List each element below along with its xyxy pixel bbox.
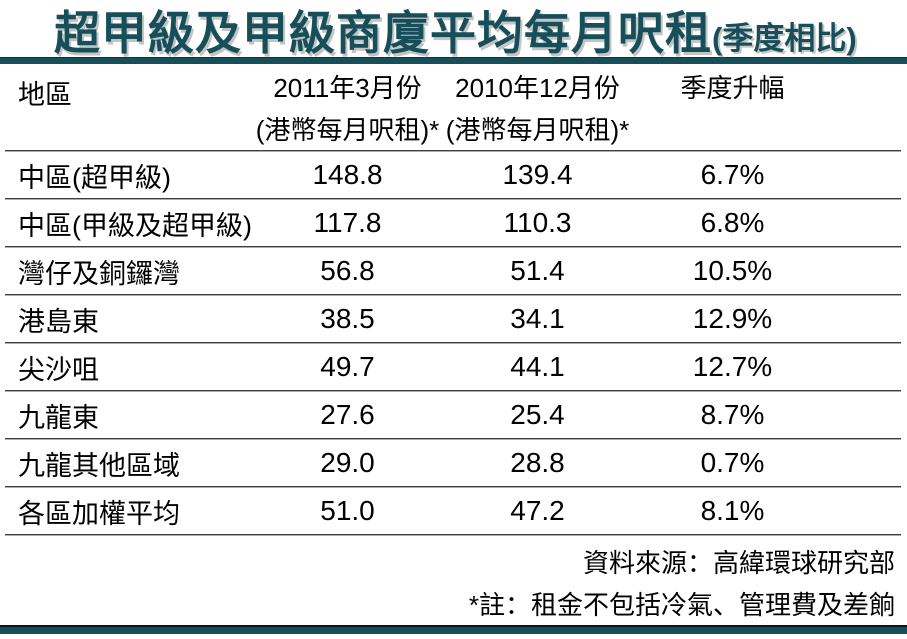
row-divider	[5, 294, 901, 296]
row-divider	[5, 198, 901, 200]
cell-rent-2011-03: 49.7	[320, 351, 375, 382]
cell-rent-2011-03: 51.0	[320, 495, 375, 526]
cell-rent-2010-12: 34.1	[510, 303, 565, 334]
cell-rent-2010-12: 110.3	[503, 207, 572, 238]
header-2010-12-unit: (港幣每月呎租)*	[445, 115, 630, 145]
cell-rent-2010-12: 47.2	[510, 495, 565, 526]
header-quarterly-change-label: 季度升幅	[680, 73, 785, 103]
cell-region: 港島東	[18, 306, 99, 337]
cell-rent-2011-03: 27.6	[320, 399, 375, 430]
page-title: 超甲級及甲級商廈平均每月呎租(季度相比)	[0, 0, 907, 59]
cell-change: 8.7%	[700, 399, 765, 430]
table-header-row: 地區 2011年3月份 (港幣每月呎租)* 2010年12月份 (港幣每月呎租)…	[5, 64, 901, 150]
cell-rent-2011-03: 29.0	[320, 447, 375, 478]
cell-region: 中區(甲級及超甲級)	[18, 210, 252, 241]
cell-region: 中區(超甲級)	[18, 162, 171, 193]
cell-change: 12.7%	[692, 351, 773, 382]
row-divider	[5, 150, 901, 152]
cell-rent-2010-12: 139.4	[502, 159, 573, 190]
cell-rent-2010-12: 51.4	[510, 255, 565, 286]
cell-change: 0.7%	[700, 447, 765, 478]
table-row: 九龍其他區域 29.0 28.8 0.7%	[5, 440, 901, 486]
cell-region: 九龍其他區域	[18, 450, 180, 481]
cell-rent-2010-12: 44.1	[510, 351, 565, 382]
cell-change: 6.7%	[700, 159, 765, 190]
row-divider	[5, 438, 901, 440]
cell-rent-2011-03: 148.8	[312, 159, 383, 190]
bottom-accent-bar	[0, 625, 907, 634]
rent-table: 地區 2011年3月份 (港幣每月呎租)* 2010年12月份 (港幣每月呎租)…	[5, 64, 901, 536]
cell-region: 九龍東	[18, 402, 99, 433]
header-2011-03-month: 2011年3月份	[273, 73, 422, 103]
cell-region: 各區加權平均	[18, 498, 180, 529]
row-divider	[5, 246, 901, 248]
cell-rent-2010-12: 28.8	[510, 447, 565, 478]
table-row: 灣仔及銅鑼灣 56.8 51.4 10.5%	[5, 248, 901, 294]
row-divider	[5, 390, 901, 392]
footnote-line: *註：租金不包括冷氣、管理費及差餉	[468, 590, 895, 620]
cell-rent-2011-03: 117.8	[313, 207, 382, 238]
table-row: 九龍東 27.6 25.4 8.7%	[5, 392, 901, 438]
title-underline-rule	[0, 57, 907, 64]
cell-region: 灣仔及銅鑼灣	[18, 258, 180, 289]
header-2011-03: 2011年3月份 (港幣每月呎租)*	[255, 73, 440, 145]
header-quarterly-change: 季度升幅	[635, 73, 830, 115]
cell-change: 10.5%	[692, 255, 773, 286]
cell-rent-2010-12: 25.4	[510, 399, 565, 430]
table-row: 港島東 38.5 34.1 12.9%	[5, 296, 901, 342]
table-row: 中區(超甲級) 148.8 139.4 6.7%	[5, 152, 901, 198]
table-footer: 資料來源：高緯環球研究部 *註：租金不包括冷氣、管理費及差餉	[0, 536, 907, 622]
cell-change: 8.1%	[700, 495, 765, 526]
page-title-suffix: (季度相比)	[712, 21, 857, 56]
header-region: 地區	[18, 80, 72, 110]
table-row: 尖沙咀 49.7 44.1 12.7%	[5, 344, 901, 390]
row-divider	[5, 486, 901, 488]
cell-region: 尖沙咀	[18, 354, 99, 385]
cell-change: 6.8%	[700, 207, 765, 238]
header-2011-03-unit: (港幣每月呎租)*	[255, 115, 440, 145]
header-2010-12: 2010年12月份 (港幣每月呎租)*	[440, 73, 635, 145]
page-title-main: 超甲級及甲級商廈平均每月呎租	[54, 7, 712, 59]
table-row: 各區加權平均 51.0 47.2 8.1%	[5, 488, 901, 534]
cell-rent-2011-03: 38.5	[320, 303, 375, 334]
row-divider	[5, 342, 901, 344]
header-2010-12-month: 2010年12月份	[455, 73, 620, 103]
row-divider	[5, 534, 901, 536]
data-source-line: 資料來源：高緯環球研究部	[582, 548, 895, 578]
cell-change: 12.9%	[692, 303, 773, 334]
cell-rent-2011-03: 56.8	[320, 255, 375, 286]
table-row: 中區(甲級及超甲級) 117.8 110.3 6.8%	[5, 200, 901, 246]
